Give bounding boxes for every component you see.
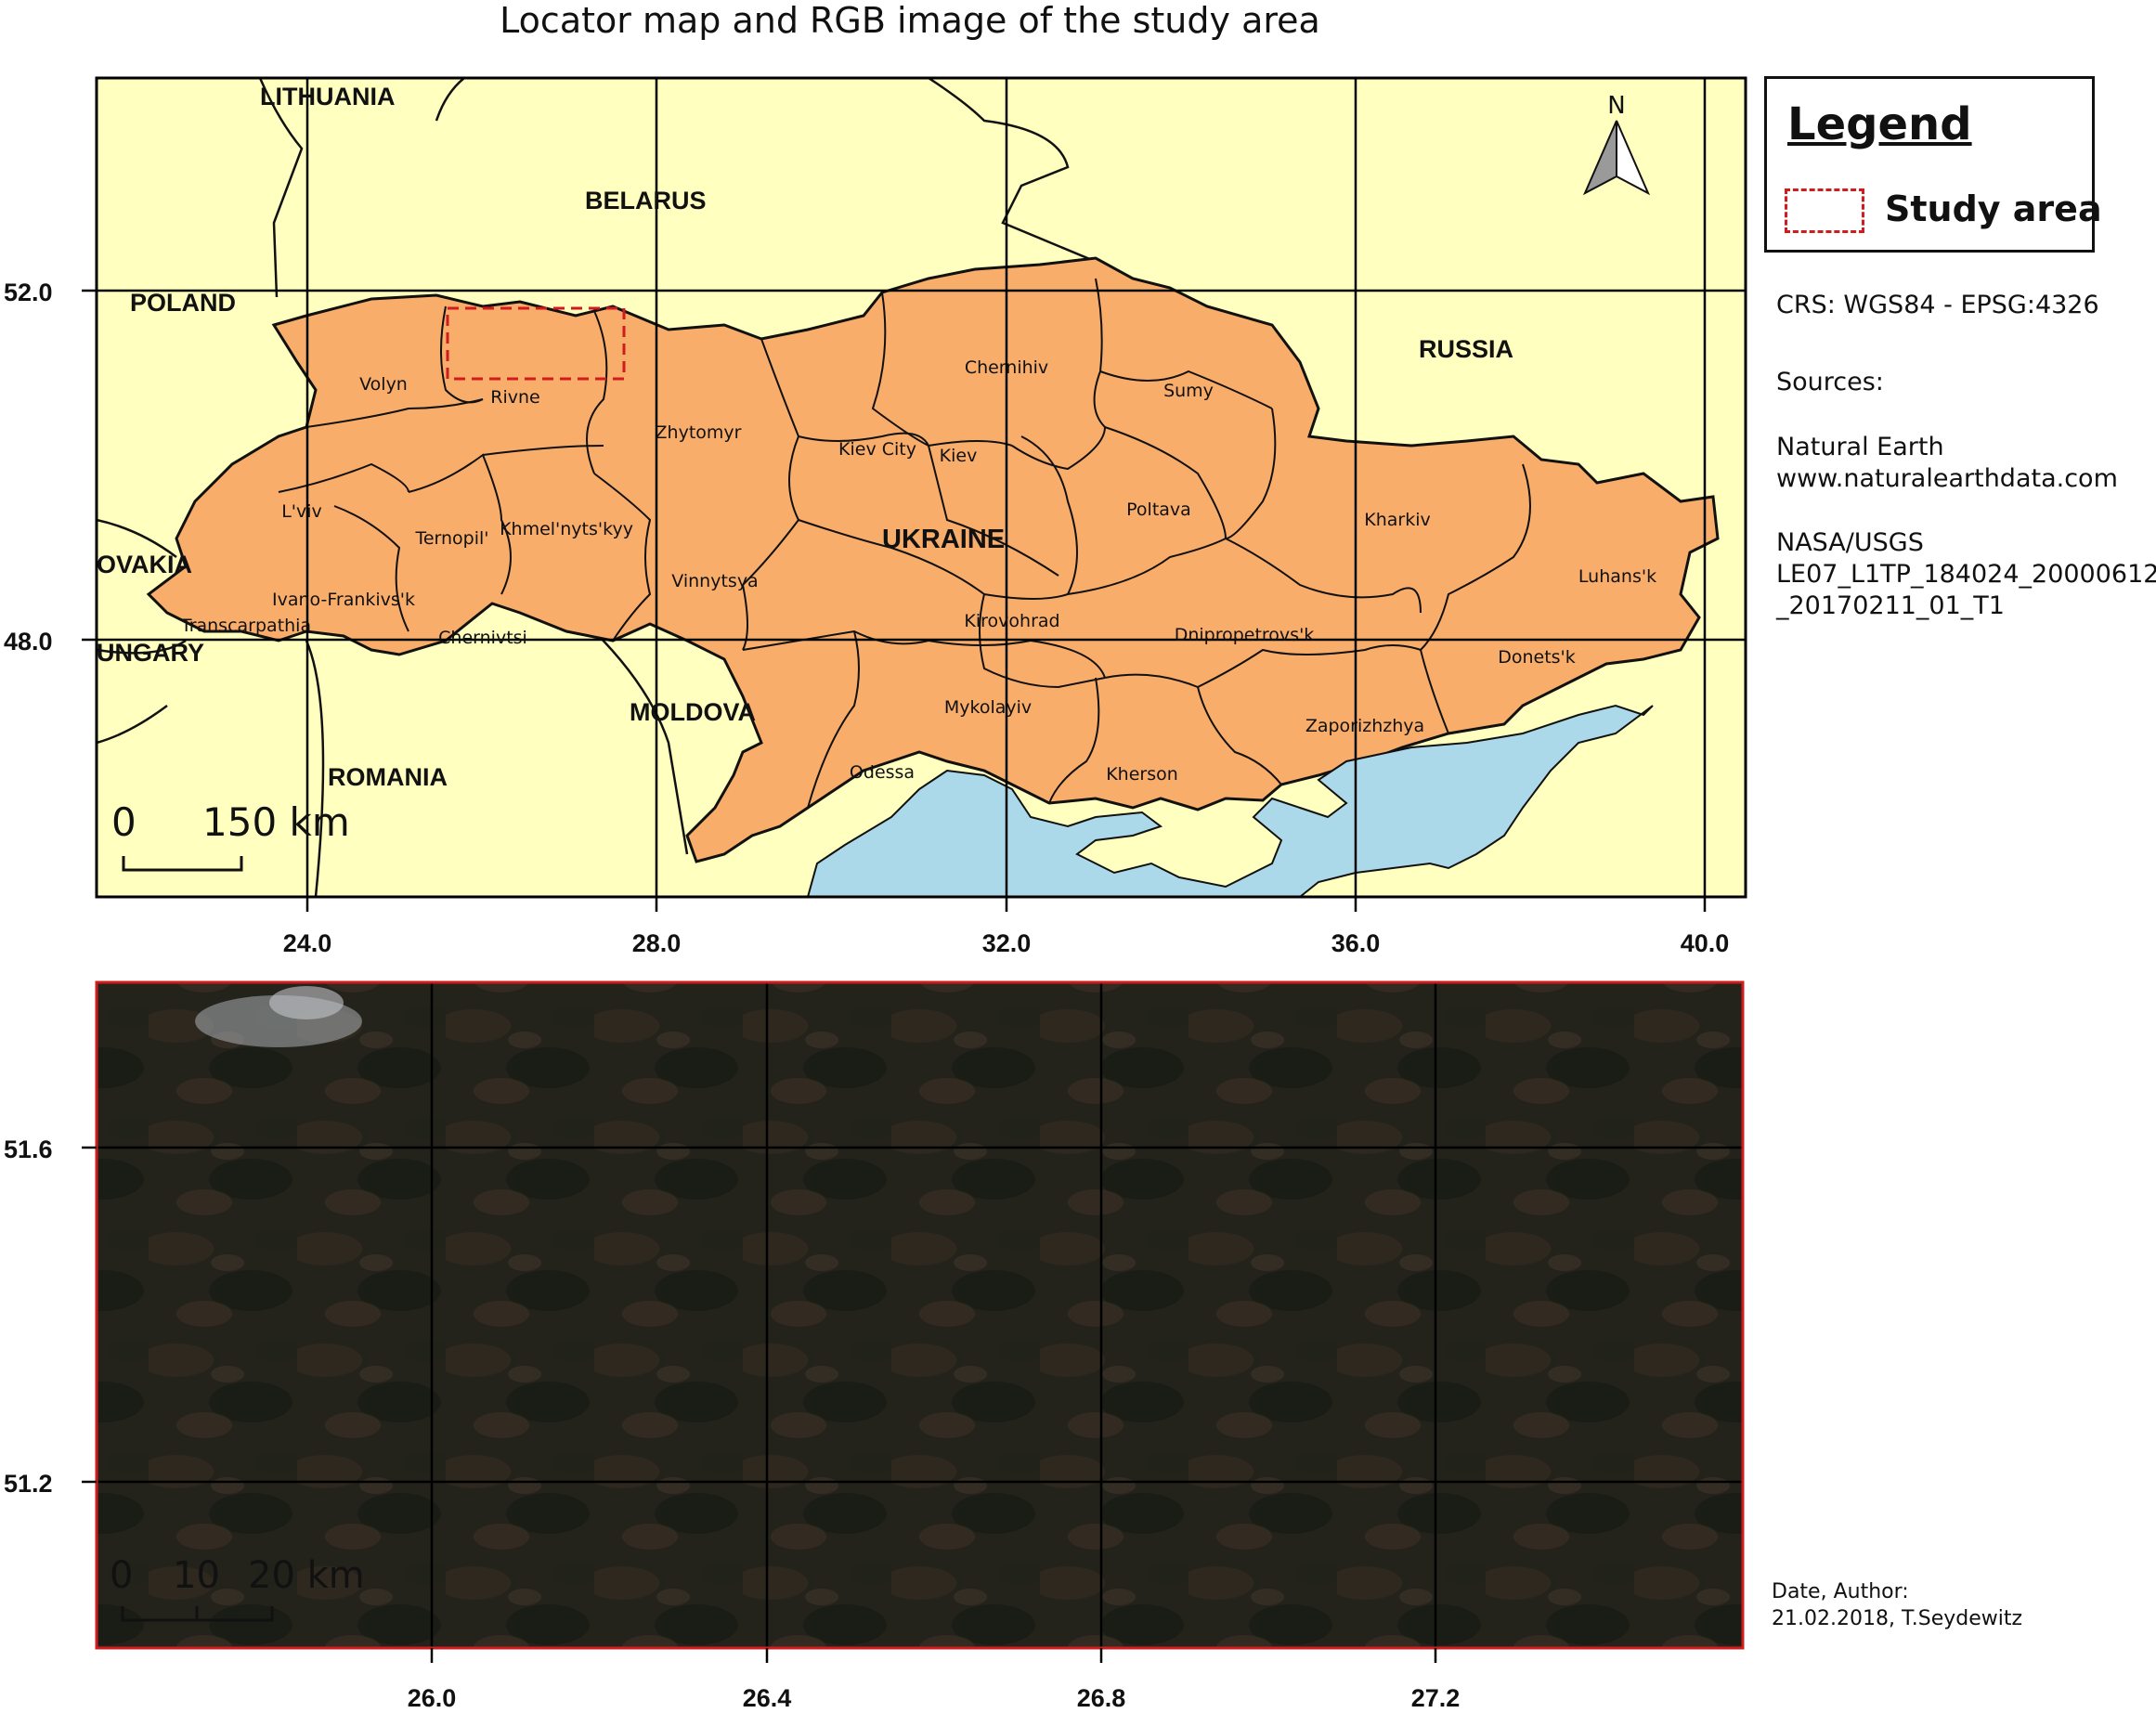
label-poland: POLAND	[130, 289, 236, 317]
rgb-frame	[95, 980, 1745, 1650]
region-label: Chernivtsi	[438, 628, 527, 648]
region-label: Kirovohrad	[964, 611, 1059, 631]
cloud	[269, 986, 344, 1019]
source-natural-earth: Natural Earth www.naturalearthdata.com	[1776, 433, 2118, 493]
region-label: Kiev City	[838, 439, 916, 460]
rgb-image	[97, 982, 1743, 1648]
lat-tick: 52.0	[4, 279, 53, 306]
ukraine-shape	[146, 256, 1720, 863]
locator-frame	[95, 76, 1747, 899]
region-label: Chernihiv	[965, 357, 1048, 378]
label-moldova: MOLDOVA	[630, 698, 756, 726]
region-label: Zhytomyr	[656, 422, 742, 443]
region-label: Luhans'k	[1578, 566, 1656, 587]
sources-label: Sources:	[1776, 368, 1884, 396]
scale-mid: 10	[173, 1554, 220, 1597]
region-label: Kiev	[940, 446, 978, 466]
lon-tick: 40.0	[1681, 929, 1730, 957]
lon-tick: 24.0	[283, 929, 332, 957]
region-label: Khmel'nyts'kyy	[500, 519, 633, 539]
country-borders	[97, 78, 1115, 897]
region-label: Zaporizhzhya	[1305, 716, 1424, 736]
region-label: Poltava	[1126, 500, 1191, 520]
north-label: N	[1607, 92, 1625, 120]
label-russia: RUSSIA	[1419, 335, 1513, 363]
oblast-borders	[278, 278, 1531, 809]
lon-tick: 26.0	[408, 1684, 457, 1712]
lon-tick: 28.0	[632, 929, 682, 957]
date-author: Date, Author: 21.02.2018, T.Seydewitz	[1772, 1580, 2023, 1630]
lon-tick: 26.4	[743, 1684, 792, 1712]
region-label: Rivne	[490, 387, 539, 408]
study-area-swatch	[1785, 188, 1864, 233]
locator-tick-labels: 24.0 28.0 32.0 36.0 40.0 52.0 48.0	[4, 279, 1729, 957]
region-label: L'viv	[281, 501, 322, 522]
label-romania: ROMANIA	[328, 763, 448, 791]
region-label: Dnipropetrovs'k	[1175, 625, 1315, 645]
rgb-tick-labels: 26.0 26.4 26.8 27.2 51.6 51.2	[4, 1136, 1460, 1712]
study-area-rect	[446, 306, 626, 381]
rgb-scale-bar: 0 10 20 km	[110, 1554, 365, 1622]
lon-tick: 26.8	[1077, 1684, 1126, 1712]
rgb-graticule	[97, 982, 1743, 1648]
scale-end: 20 km	[248, 1554, 365, 1597]
country-labels: LITHUANIA BELARUS POLAND RUSSIA UKRAINE …	[97, 83, 1513, 791]
label-slovakia: OVAKIA	[97, 551, 192, 578]
region-labels: Volyn Rivne Zhytomyr Chernihiv Sumy Kiev…	[180, 357, 1656, 785]
scale-start: 0	[111, 799, 136, 845]
legend-box	[1764, 76, 2095, 253]
region-label: Transcarpathia	[180, 616, 311, 636]
locator-scale-bar: 0 150 km	[111, 799, 350, 872]
label-belarus: BELARUS	[585, 187, 707, 214]
locator-graticule	[97, 78, 1746, 897]
scale-start: 0	[110, 1554, 133, 1597]
label-ukraine: UKRAINE	[882, 525, 1005, 554]
scale-end: 150 km	[202, 799, 350, 845]
region-label: Volyn	[359, 374, 408, 395]
crs-text: CRS: WGS84 - EPSG:4326	[1776, 291, 2099, 319]
lon-tick: 36.0	[1331, 929, 1381, 957]
region-label: Mykolayiv	[944, 697, 1032, 718]
region-label: Sumy	[1163, 381, 1214, 401]
label-lithuania: LITHUANIA	[260, 83, 395, 110]
region-label: Odessa	[850, 762, 915, 783]
label-hungary: UNGARY	[97, 639, 204, 667]
region-label: Ivano-Frankivs'k	[272, 590, 415, 610]
region-label: Donets'k	[1498, 647, 1576, 668]
black-sea	[806, 704, 1654, 897]
lat-tick: 51.2	[4, 1470, 53, 1498]
lat-tick: 51.6	[4, 1136, 53, 1163]
legend-item-label: Study area	[1885, 188, 2102, 229]
map-title: Locator map and RGB image of the study a…	[500, 0, 1320, 41]
north-arrow-icon: N	[1582, 92, 1651, 196]
region-label: Kherson	[1106, 764, 1178, 785]
lat-tick: 48.0	[4, 628, 53, 655]
source-nasa-usgs: NASA/USGS LE07_L1TP_184024_20000612 _201…	[1776, 528, 2156, 620]
legend-title: Legend	[1787, 98, 1972, 150]
region-label: Vinnytsya	[671, 571, 758, 591]
lon-tick: 27.2	[1411, 1684, 1461, 1712]
lon-tick: 32.0	[982, 929, 1032, 957]
region-label: Kharkiv	[1364, 510, 1430, 530]
region-label: Ternopil'	[414, 528, 488, 549]
locator-map	[97, 78, 1746, 897]
